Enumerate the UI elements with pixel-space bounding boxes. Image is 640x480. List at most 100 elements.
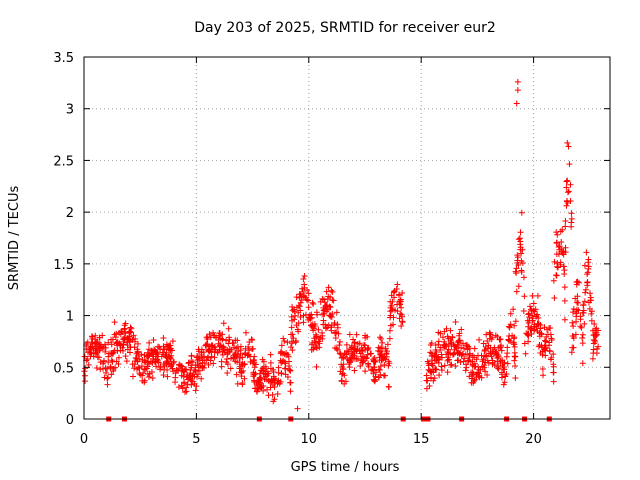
data-point — [169, 338, 176, 345]
data-point — [223, 337, 230, 344]
data-point — [593, 325, 600, 332]
data-point — [521, 340, 528, 347]
data-point — [275, 369, 282, 376]
data-point — [103, 369, 110, 376]
data-point — [547, 356, 554, 363]
data-point — [169, 365, 176, 372]
data-point — [557, 228, 564, 235]
data-point — [492, 332, 499, 339]
data-point — [114, 348, 121, 355]
data-point — [387, 314, 394, 321]
data-point — [315, 338, 322, 345]
data-point — [289, 347, 296, 354]
data-point — [92, 332, 99, 339]
data-point — [297, 299, 304, 306]
data-point — [389, 306, 396, 313]
data-point — [513, 288, 520, 295]
data-point — [561, 270, 568, 277]
data-point — [464, 358, 471, 365]
data-point — [482, 368, 489, 375]
data-point — [583, 249, 590, 256]
data-point — [271, 383, 278, 390]
data-point — [219, 336, 226, 343]
data-point — [211, 354, 218, 361]
data-point — [334, 346, 341, 353]
data-point — [550, 277, 557, 284]
data-point — [512, 268, 519, 275]
data-point — [294, 405, 301, 412]
data-point — [371, 377, 378, 384]
data-point — [145, 373, 152, 380]
data-point — [188, 352, 195, 359]
data-point — [183, 366, 190, 373]
data-point — [397, 298, 404, 305]
data-point — [360, 353, 367, 360]
data-point — [520, 307, 527, 314]
data-point — [298, 297, 305, 304]
data-point — [546, 348, 553, 355]
data-point — [146, 361, 153, 368]
data-point — [297, 314, 304, 321]
data-point — [512, 318, 519, 325]
data-point — [354, 346, 361, 353]
y-tick-label: 2 — [66, 206, 74, 221]
data-point — [399, 290, 406, 297]
data-point — [530, 300, 537, 307]
data-point — [218, 363, 225, 370]
data-point — [164, 366, 171, 373]
data-point — [160, 372, 167, 379]
data-point — [139, 372, 146, 379]
data-point — [471, 345, 478, 352]
data-point — [376, 334, 383, 341]
data-point — [337, 368, 344, 375]
data-point — [111, 347, 118, 354]
data-point — [241, 375, 248, 382]
data-point — [487, 350, 494, 357]
data-point — [450, 350, 457, 357]
data-point — [581, 320, 588, 327]
data-point — [154, 350, 161, 357]
data-point — [511, 334, 518, 341]
data-point — [507, 321, 514, 328]
data-point — [443, 325, 450, 332]
data-point — [249, 360, 256, 367]
data-point — [104, 365, 111, 372]
data-point — [332, 329, 339, 336]
data-point — [383, 351, 390, 358]
data-point — [225, 325, 232, 332]
data-point — [287, 367, 294, 374]
axis-ticks — [83, 56, 610, 420]
data-point — [435, 329, 442, 336]
data-point — [520, 274, 527, 281]
data-point — [534, 292, 541, 299]
data-point — [213, 334, 220, 341]
data-point — [482, 359, 489, 366]
data-point — [351, 367, 358, 374]
data-point — [551, 258, 558, 265]
data-point — [134, 340, 141, 347]
data-point — [277, 350, 284, 357]
data-point — [461, 355, 468, 362]
data-point — [429, 362, 436, 369]
data-point — [122, 353, 129, 360]
data-point — [570, 306, 577, 313]
data-point — [323, 288, 330, 295]
data-point — [208, 353, 215, 360]
data-point — [550, 378, 557, 385]
data-point — [224, 351, 231, 358]
data-point — [138, 363, 145, 370]
data-point — [514, 259, 521, 266]
data-point — [579, 360, 586, 367]
data-point — [194, 353, 201, 360]
y-tick-label: 1.5 — [53, 258, 74, 273]
data-point — [307, 315, 314, 322]
data-point — [292, 312, 299, 319]
data-point — [252, 370, 259, 377]
data-point — [293, 304, 300, 311]
data-point — [554, 260, 561, 267]
data-point — [323, 302, 330, 309]
data-point — [436, 372, 443, 379]
data-point — [375, 374, 382, 381]
data-point — [109, 336, 116, 343]
data-point — [471, 354, 478, 361]
